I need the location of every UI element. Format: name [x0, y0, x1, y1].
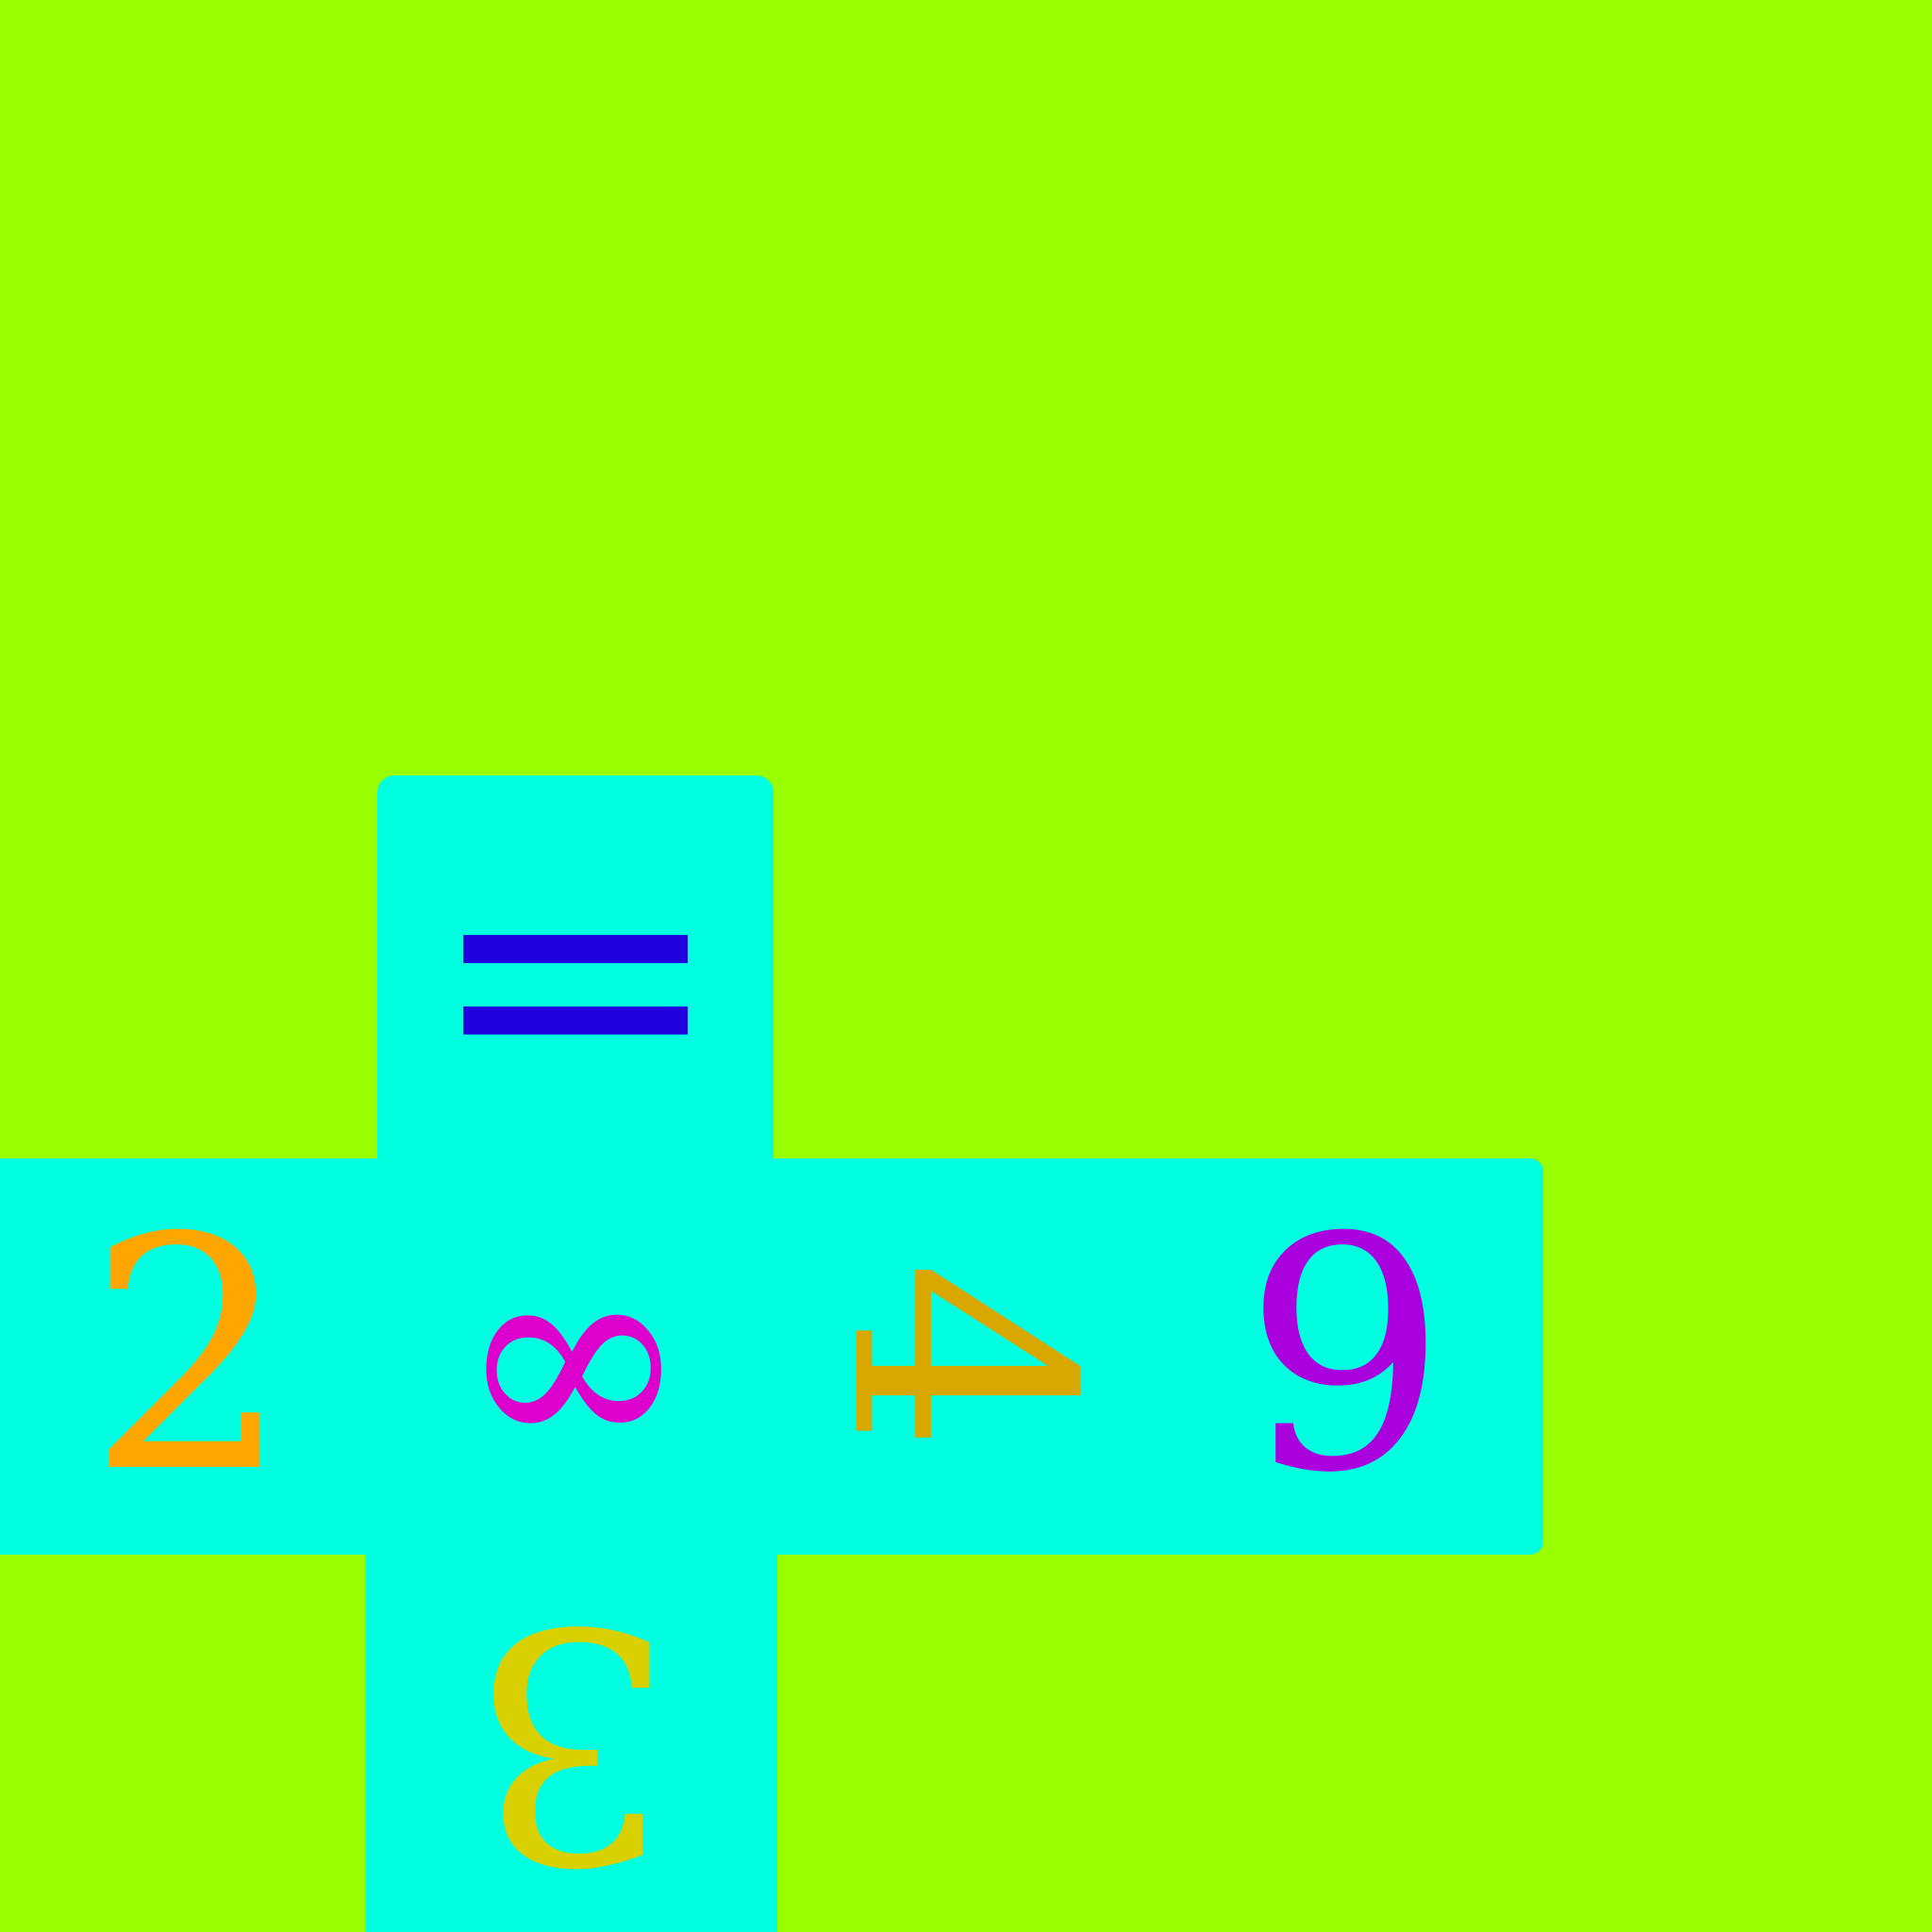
tile-equals[interactable]: =	[377, 775, 774, 1172]
tile-two[interactable]: 2	[0, 1158, 377, 1555]
two-symbol: 2	[86, 1170, 291, 1543]
equals-symbol: =	[425, 764, 726, 1182]
tile-four[interactable]: 4	[770, 1158, 1151, 1555]
tile-three[interactable]: 3	[366, 1551, 777, 1932]
infinity-symbol: ∞	[456, 1191, 691, 1521]
nine-symbol: 9	[1242, 1170, 1448, 1543]
tile-nine[interactable]: 9	[1147, 1158, 1543, 1555]
three-symbol: 3	[469, 1555, 675, 1928]
tile-infinity[interactable]: ∞	[374, 1158, 774, 1555]
four-symbol: 4	[785, 1260, 1136, 1453]
